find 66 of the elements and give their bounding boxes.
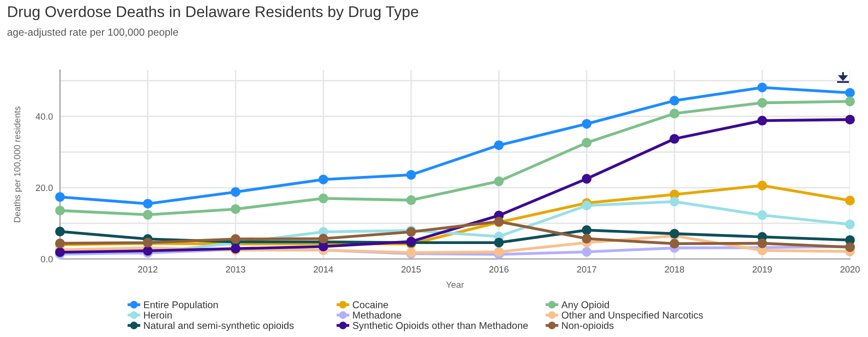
point: [494, 176, 504, 186]
point: [582, 247, 592, 257]
chart-title: Drug Overdose Deaths in Delaware Residents by Drug Type: [8, 6, 418, 20]
point: [582, 138, 592, 148]
x-axis-title: Year: [446, 282, 464, 288]
y-tick-label: 0.0: [40, 256, 53, 262]
x-tick-label: 2017: [577, 266, 596, 273]
point: [142, 210, 153, 220]
point: [318, 234, 328, 244]
point: [55, 206, 65, 216]
x-tick-label: 2019: [752, 266, 772, 273]
point: [318, 174, 328, 184]
point: [670, 96, 680, 106]
point: [142, 198, 153, 209]
y-tick-label: 40.0: [36, 113, 53, 120]
point: [582, 200, 592, 210]
x-tick-label: 2018: [664, 266, 684, 273]
point: [582, 225, 592, 235]
y-tick-label: 20.0: [36, 184, 53, 192]
point: [757, 210, 768, 220]
point: [318, 194, 328, 204]
point: [757, 180, 768, 190]
x-tick-label: 2020: [840, 266, 860, 273]
x-tick-label: 2015: [402, 266, 421, 273]
point: [670, 196, 680, 206]
y-axis-title: Deaths per 100,000 residents: [14, 106, 22, 222]
point: [230, 204, 240, 214]
point: [318, 242, 328, 252]
point: [55, 192, 65, 202]
point: [582, 174, 592, 184]
point: [757, 238, 768, 248]
point: [582, 234, 592, 244]
point: [494, 238, 504, 248]
legend-label: Cocaine: [352, 301, 388, 308]
legend-label: Heroin: [144, 311, 172, 319]
point: [757, 82, 768, 92]
point: [670, 134, 680, 144]
x-tick-label: 2012: [138, 266, 158, 273]
legend-label: Methadone: [353, 311, 402, 319]
point: [494, 247, 504, 257]
point: [845, 114, 855, 124]
legend-label: Natural and semi-synthetic opioids: [144, 322, 294, 331]
point: [757, 116, 768, 126]
x-tick-label: 2013: [226, 266, 246, 273]
point: [582, 118, 592, 129]
point: [670, 238, 680, 249]
point: [757, 98, 768, 108]
point: [230, 187, 240, 197]
point: [845, 220, 855, 230]
point: [230, 234, 240, 244]
point: [406, 195, 416, 206]
point: [55, 226, 65, 236]
legend-label: Any Opioid: [561, 301, 609, 310]
legend-label: Synthetic Opioids other than Methadone: [352, 322, 528, 331]
point: [845, 88, 855, 98]
x-tick-label: 2014: [314, 266, 334, 273]
point: [494, 140, 504, 150]
point: [670, 108, 680, 118]
point: [406, 170, 416, 180]
chart-subtitle: age-adjusted rate per 100,000 people: [7, 28, 178, 38]
legend-label: Other and Unspecified Narcotics: [562, 311, 703, 321]
legend-label: Non-opioids: [562, 322, 614, 331]
x-tick-label: 2016: [489, 266, 509, 273]
legend-label: Entire Population: [144, 301, 218, 310]
point: [845, 196, 855, 206]
point: [845, 96, 855, 106]
